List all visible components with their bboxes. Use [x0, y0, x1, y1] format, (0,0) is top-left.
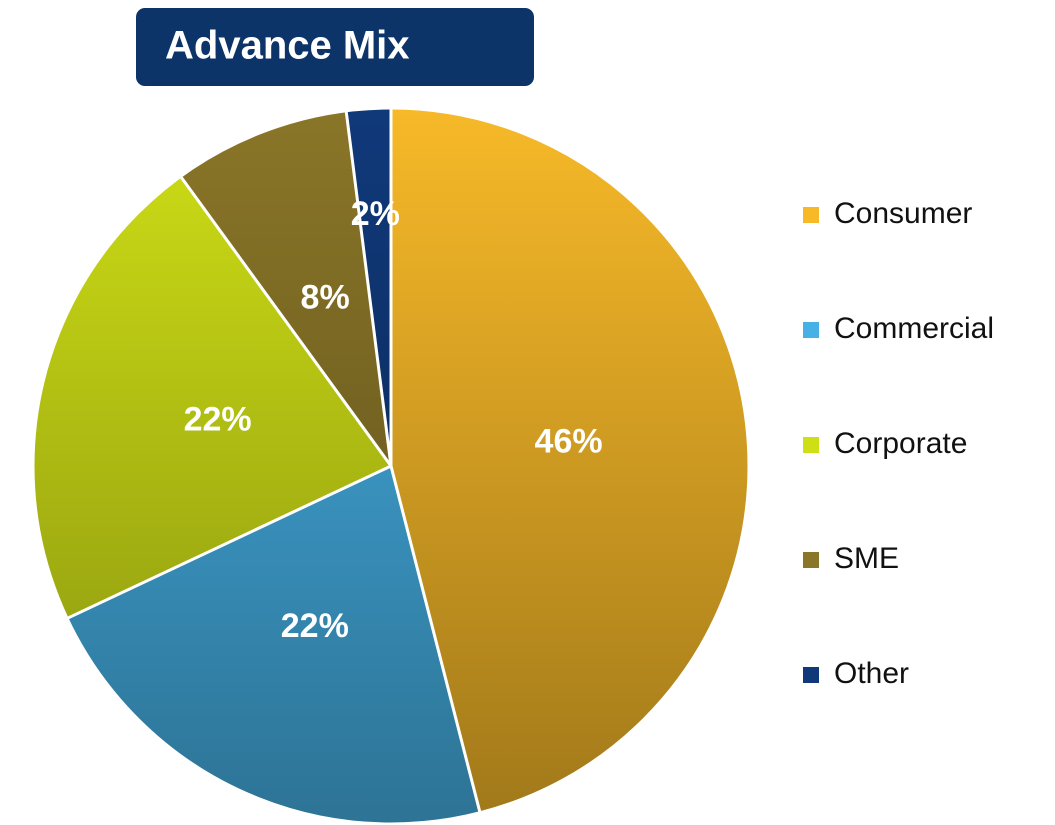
- legend-swatch: [803, 437, 819, 453]
- slice-separator: [344, 110, 393, 467]
- legend-swatch: [803, 207, 819, 223]
- slice-separator: [179, 175, 393, 467]
- legend-label: Corporate: [834, 427, 967, 460]
- legend-swatch: [803, 552, 819, 568]
- legend-swatch: [803, 322, 819, 338]
- legend-swatch: [803, 667, 819, 683]
- legend-label: Other: [834, 657, 909, 690]
- slice-label: 8%: [301, 279, 350, 317]
- slice-separator: [389, 465, 482, 814]
- legend-label: SME: [834, 542, 899, 575]
- title-box: [136, 8, 534, 86]
- pie-outline: [31, 106, 751, 825]
- slice-label: 2%: [351, 195, 400, 233]
- legend-label: Consumer: [834, 197, 972, 230]
- labels: 46% 22% 22% 8% 2%: [184, 195, 603, 645]
- slice-label: 46%: [535, 423, 603, 461]
- legend: Consumer Commercial Corporate SME Other: [803, 197, 994, 690]
- slice-label: 22%: [184, 400, 252, 438]
- slice-label: 22%: [281, 607, 349, 645]
- chart-title: Advance Mix: [165, 24, 410, 68]
- legend-label: Commercial: [834, 312, 994, 345]
- slice-separator: [66, 464, 392, 620]
